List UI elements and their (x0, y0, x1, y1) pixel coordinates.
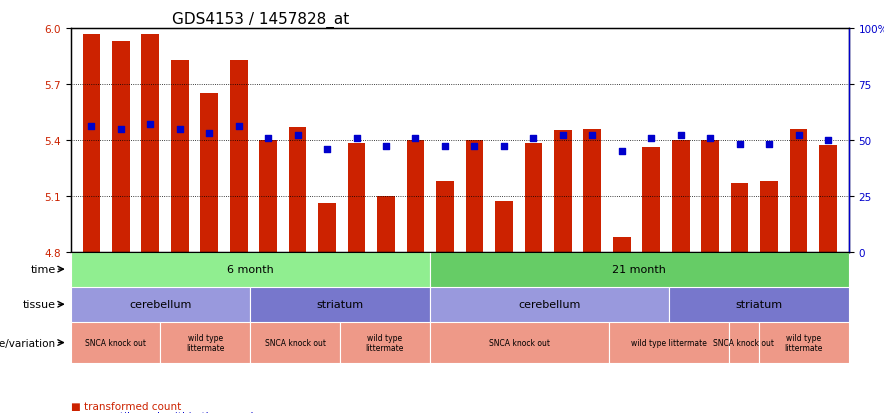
Bar (347, 144, 365, 252)
Text: wild type
littermate: wild type littermate (785, 333, 823, 352)
Point (644, 135, 659, 142)
Text: tissue: tissue (23, 299, 56, 309)
Bar (430, 322, 609, 363)
Bar (71, 252, 430, 287)
Bar (250, 287, 430, 322)
Text: SNCA knock out: SNCA knock out (489, 338, 550, 347)
Bar (318, 204, 336, 252)
Bar (141, 35, 159, 252)
Text: striatum: striatum (735, 299, 782, 309)
Bar (613, 237, 630, 252)
Text: wild type littermate: wild type littermate (631, 338, 707, 347)
Text: SNCA knock out: SNCA knock out (713, 338, 774, 347)
Bar (430, 252, 849, 287)
Text: cerebellum: cerebellum (518, 299, 581, 309)
Point (674, 133, 688, 139)
Bar (758, 322, 849, 363)
Bar (230, 61, 248, 252)
Point (614, 148, 629, 155)
Bar (259, 140, 277, 252)
Bar (819, 146, 837, 252)
Point (84, 124, 98, 131)
Bar (82, 35, 100, 252)
Bar (729, 322, 758, 363)
Bar (524, 144, 542, 252)
Text: GDS4153 / 1457828_at: GDS4153 / 1457828_at (171, 12, 349, 28)
Point (791, 133, 805, 139)
Bar (112, 42, 130, 252)
Bar (495, 202, 513, 252)
Text: cerebellum: cerebellum (129, 299, 192, 309)
Bar (171, 61, 188, 252)
Text: time: time (31, 264, 56, 275)
Bar (643, 148, 660, 252)
Bar (377, 196, 395, 252)
Text: wild type
littermate: wild type littermate (366, 333, 404, 352)
Bar (201, 94, 218, 252)
Point (379, 144, 393, 150)
Bar (789, 129, 807, 252)
Text: SNCA knock out: SNCA knock out (264, 338, 325, 347)
Bar (583, 129, 601, 252)
Bar (250, 322, 340, 363)
Bar (340, 322, 430, 363)
Bar (701, 140, 719, 252)
Point (172, 126, 187, 133)
Bar (71, 287, 250, 322)
Point (202, 131, 217, 137)
Bar (669, 287, 849, 322)
Point (703, 135, 717, 142)
Point (349, 135, 363, 142)
Text: striatum: striatum (316, 299, 363, 309)
Bar (71, 322, 161, 363)
Point (291, 133, 305, 139)
Point (762, 142, 776, 148)
Point (438, 144, 452, 150)
Point (526, 135, 540, 142)
Bar (731, 183, 749, 252)
Bar (289, 128, 307, 252)
Bar (554, 131, 572, 252)
Point (408, 135, 423, 142)
Text: ■ percentile rank within the sample: ■ percentile rank within the sample (71, 411, 260, 413)
Point (497, 144, 511, 150)
Point (114, 126, 128, 133)
Point (320, 146, 334, 153)
Point (556, 133, 570, 139)
Point (261, 135, 275, 142)
Bar (407, 140, 424, 252)
Bar (760, 181, 778, 252)
Bar (161, 322, 250, 363)
Bar (466, 140, 484, 252)
Text: SNCA knock out: SNCA knock out (85, 338, 146, 347)
Point (143, 121, 157, 128)
Text: 21 month: 21 month (613, 264, 667, 275)
Point (733, 142, 747, 148)
Bar (609, 322, 729, 363)
Bar (436, 181, 453, 252)
Point (821, 137, 835, 144)
Text: ■ transformed count: ■ transformed count (71, 401, 181, 411)
Point (468, 144, 482, 150)
Bar (430, 287, 669, 322)
Text: 6 month: 6 month (227, 264, 274, 275)
Point (585, 133, 599, 139)
Point (232, 124, 246, 131)
Text: wild type
littermate: wild type littermate (187, 333, 225, 352)
Text: genotype/variation: genotype/variation (0, 338, 56, 348)
Bar (672, 140, 690, 252)
